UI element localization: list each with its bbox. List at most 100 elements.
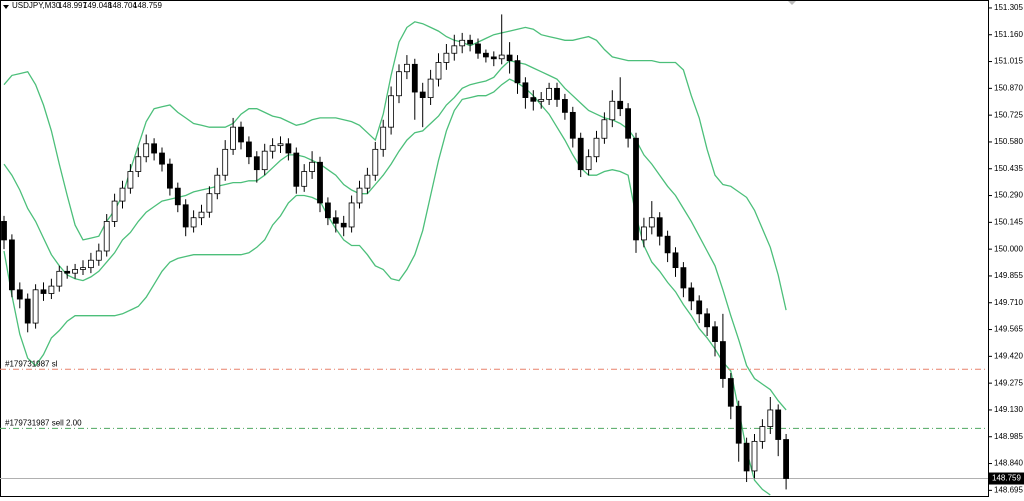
candle-body — [388, 95, 395, 128]
candle-body — [396, 71, 402, 97]
price-tag — [988, 472, 1024, 485]
candle-body — [40, 289, 47, 294]
y-tick-label: 150.290 — [994, 191, 1023, 200]
candle-body — [103, 221, 110, 252]
header-value: 148.759 — [133, 1, 162, 10]
candle-body — [80, 267, 86, 270]
candle-body — [672, 252, 679, 269]
candle-body — [332, 217, 339, 224]
y-tick-label: 148.840 — [994, 459, 1023, 468]
bollinger-band — [3, 59, 787, 411]
candle-body — [546, 87, 552, 100]
price-axis: 151.305 151.160 151.015 150.870 150.725 150.5… — [988, 3, 1024, 494]
candle-body — [443, 52, 450, 63]
candle-body — [482, 52, 489, 58]
candle-body — [577, 137, 584, 171]
candle-body — [72, 269, 78, 274]
candle-body — [490, 56, 497, 60]
y-tick-label: 150.725 — [994, 110, 1023, 119]
candle-body — [340, 222, 347, 228]
candle-body — [538, 99, 545, 102]
candle-body — [198, 211, 205, 219]
candle-body — [1, 221, 7, 241]
candle-body — [554, 87, 560, 100]
candle-body — [688, 287, 695, 302]
candle-body — [704, 313, 710, 328]
candle-body — [720, 341, 726, 379]
price-tag-label: 148.759 — [992, 474, 1021, 483]
y-tick-label: 149.275 — [994, 378, 1023, 387]
y-tick-label: 150.435 — [994, 164, 1023, 173]
candle-body — [427, 78, 434, 98]
candle-body — [656, 217, 663, 237]
candle-body — [143, 143, 150, 158]
candle-body — [24, 298, 31, 324]
candle-body — [206, 193, 213, 213]
y-tick-label: 149.565 — [994, 325, 1023, 334]
candle-body — [641, 226, 647, 241]
candle-body — [214, 174, 221, 195]
candle-body — [285, 143, 292, 154]
candle-body — [151, 143, 158, 154]
candle-body — [48, 285, 55, 294]
candle-body — [64, 270, 71, 274]
candle-body — [182, 204, 189, 228]
candles — [1, 14, 789, 490]
menu-arrow[interactable] — [3, 5, 9, 9]
candle-body — [222, 148, 229, 176]
y-tick-label: 150.000 — [994, 244, 1023, 253]
candle-body — [238, 126, 244, 143]
candle-body — [767, 409, 774, 427]
candle-body — [593, 137, 600, 158]
bands — [3, 21, 787, 496]
candle-body — [712, 326, 718, 342]
candle-body — [119, 187, 126, 202]
candle-body — [522, 82, 529, 98]
y-tick-label: 151.015 — [994, 57, 1023, 66]
candle-body — [459, 39, 466, 47]
y-tick-label: 149.855 — [994, 271, 1023, 280]
candle-body — [372, 148, 379, 176]
candle-body — [16, 289, 23, 300]
y-tick-label: 150.580 — [994, 137, 1023, 146]
candle-body — [530, 97, 537, 102]
candle-body — [498, 54, 505, 60]
candle-body — [751, 440, 758, 472]
candle-body — [317, 161, 323, 204]
candle-body — [601, 119, 608, 139]
candle-body — [506, 54, 513, 62]
candle-body — [617, 100, 624, 110]
candle-body — [696, 300, 703, 315]
candle-body — [95, 250, 102, 261]
y-tick-label: 148.985 — [994, 432, 1023, 441]
candle-body — [403, 63, 410, 73]
candle-body — [364, 174, 371, 189]
candle-body — [475, 43, 481, 54]
header-value: 149.048 — [83, 1, 112, 10]
candle-body — [324, 202, 331, 219]
candle-body — [190, 217, 197, 228]
order-label: #179731987 sell 2.00 — [5, 419, 82, 428]
candle-body — [253, 156, 260, 171]
order-label: #179731987 sl — [5, 359, 58, 368]
levels: #179731987 sl #179731987 sell 2.00 — [0, 359, 988, 480]
candle-body — [648, 217, 655, 228]
y-tick-label: 149.420 — [994, 351, 1023, 360]
bollinger-band — [3, 78, 771, 496]
candle-body — [680, 267, 687, 289]
candle-body — [277, 143, 284, 147]
candle-body — [32, 289, 39, 324]
candle-body — [609, 100, 616, 121]
candle-body — [727, 378, 734, 407]
candle-body — [633, 137, 639, 241]
candle-body — [293, 152, 300, 187]
bollinger-band — [3, 21, 787, 311]
candle-body — [411, 63, 418, 93]
candle-body — [159, 152, 165, 165]
y-tick-label: 149.710 — [994, 298, 1023, 307]
candle-body — [269, 145, 276, 152]
candle-body — [569, 111, 576, 139]
